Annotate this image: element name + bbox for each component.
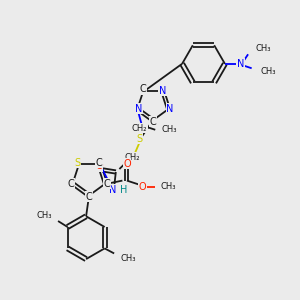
Text: N: N [237,59,244,69]
Text: C: C [96,158,103,168]
Text: O: O [139,182,146,191]
Text: S: S [74,158,80,168]
Text: N: N [159,86,166,96]
Text: CH₃: CH₃ [261,67,276,76]
Text: C: C [140,84,147,94]
Text: O: O [123,159,131,169]
Text: CH₃: CH₃ [256,44,271,53]
Text: CH₂: CH₂ [124,153,140,162]
Text: H: H [121,185,128,195]
Text: CH₃: CH₃ [161,182,176,191]
Text: C: C [68,178,75,189]
Text: CH₃: CH₃ [161,125,177,134]
Text: CH₃: CH₃ [120,254,136,263]
Text: N: N [109,185,116,195]
Text: S: S [136,134,143,144]
Text: C: C [103,178,110,189]
Text: C: C [150,117,156,127]
Text: N: N [135,104,142,114]
Text: O: O [95,161,103,171]
Text: CH₃: CH₃ [37,211,52,220]
Text: N: N [166,104,174,114]
Text: C: C [86,192,92,202]
Text: CH₂: CH₂ [132,124,147,133]
